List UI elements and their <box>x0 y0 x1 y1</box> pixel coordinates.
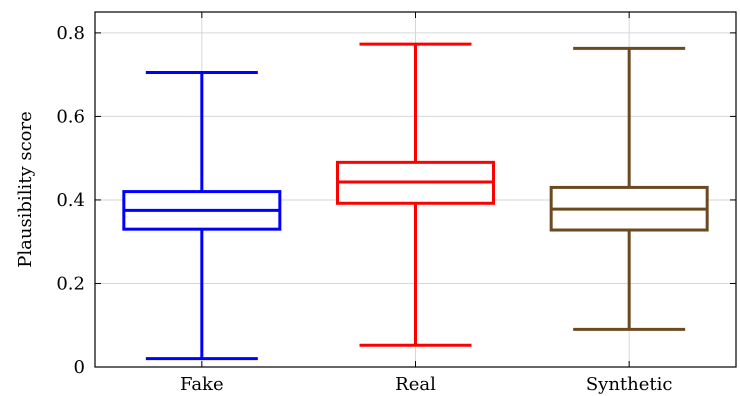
box-plot-series <box>122 42 709 361</box>
axis-ticks: 0 0.2 0.4 0.6 0.8 Fake Real Synthetic <box>56 12 736 395</box>
box-synthetic <box>549 46 709 331</box>
y-tick-label: 0.6 <box>56 106 85 127</box>
x-tick-label: Synthetic <box>586 374 673 395</box>
x-tick-label: Real <box>395 374 436 395</box>
box-real <box>336 42 495 347</box>
y-tick-label: 0.4 <box>56 190 85 211</box>
y-tick-label: 0.2 <box>56 273 85 294</box>
x-tick-label: Fake <box>180 374 224 395</box>
y-tick-label: 0.8 <box>56 23 85 44</box>
y-axis-label: Plausibility score <box>15 111 36 268</box>
box-fake <box>122 71 282 361</box>
y-tick-label: 0 <box>74 357 85 378</box>
